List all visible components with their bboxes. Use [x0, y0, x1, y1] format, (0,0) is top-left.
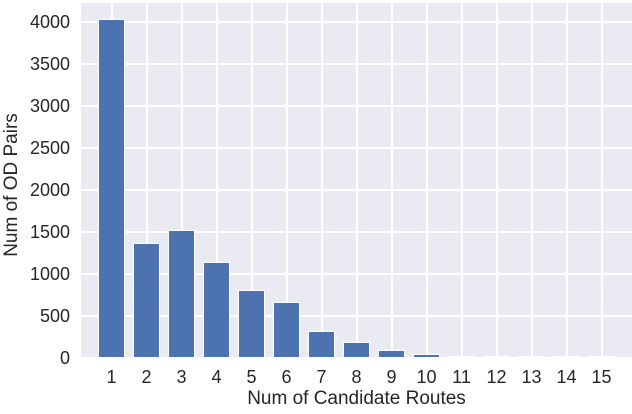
bar — [98, 18, 125, 358]
gridline-vertical — [565, 3, 568, 358]
x-tick-label: 5 — [246, 367, 257, 387]
bar — [168, 230, 195, 358]
gridline-vertical — [145, 3, 148, 358]
gridline-vertical — [600, 3, 603, 358]
x-tick-label: 4 — [211, 367, 222, 387]
bar — [413, 354, 440, 358]
y-tick-label: 1500 — [29, 222, 70, 243]
bar — [518, 356, 545, 358]
bar — [273, 301, 300, 358]
x-tick-label: 2 — [141, 367, 152, 387]
x-tick-label: 12 — [486, 367, 507, 387]
gridline-vertical — [530, 3, 533, 358]
x-tick-label: 9 — [386, 367, 397, 387]
bar — [553, 356, 580, 358]
gridline-vertical — [425, 3, 428, 358]
x-tick-label: 15 — [591, 367, 612, 387]
gridline-vertical — [285, 3, 288, 358]
gridline-vertical — [355, 3, 358, 358]
gridline-vertical — [320, 3, 323, 358]
y-tick-label: 2000 — [29, 180, 70, 201]
bar — [378, 350, 405, 358]
bar — [448, 356, 475, 358]
gridline-vertical — [390, 3, 393, 358]
bar — [483, 356, 510, 358]
x-tick-label: 8 — [351, 367, 362, 387]
y-tick-label: 2500 — [29, 138, 70, 159]
bar — [308, 331, 335, 358]
x-axis-title: Num of Candidate Routes — [247, 388, 466, 409]
bar — [343, 341, 370, 358]
y-tick-label: 0 — [59, 348, 70, 368]
gridline-vertical — [215, 3, 218, 358]
bar — [133, 243, 160, 358]
bar — [588, 356, 615, 358]
x-tick-label: 14 — [556, 367, 577, 387]
bar — [203, 261, 230, 358]
y-tick-label: 500 — [39, 306, 70, 327]
plot-area — [81, 3, 632, 359]
gridline-horizontal — [81, 357, 632, 359]
gridline-vertical — [180, 3, 183, 358]
y-tick-label: 3500 — [29, 54, 70, 75]
x-tick-label: 1 — [106, 367, 117, 387]
gridline-vertical — [250, 3, 253, 358]
x-tick-label: 7 — [316, 367, 327, 387]
y-tick-label: 4000 — [29, 12, 70, 33]
x-tick-label: 3 — [176, 367, 187, 387]
x-tick-label: 13 — [521, 367, 542, 387]
y-tick-label: 1000 — [29, 264, 70, 285]
gridline-vertical — [495, 3, 498, 358]
bar — [238, 290, 265, 358]
x-tick-label: 11 — [452, 367, 471, 387]
x-tick-label: 10 — [416, 367, 437, 387]
gridline-vertical — [460, 3, 463, 358]
y-tick-label: 3000 — [29, 96, 70, 117]
x-tick-label: 6 — [281, 367, 292, 387]
